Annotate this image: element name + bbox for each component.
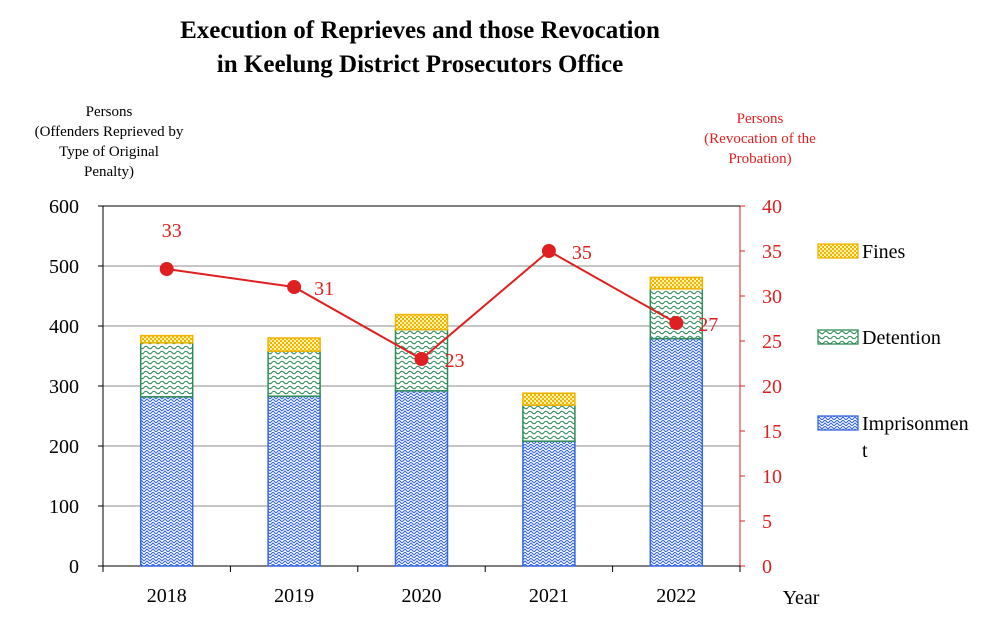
revocation-point — [414, 352, 429, 366]
legend-label: Imprisonmen — [862, 413, 969, 435]
left-axis-title: Persons (Offenders Reprieved by Type of … — [4, 102, 214, 182]
bar-fines — [139, 334, 194, 344]
chart-title-line2: in Keelung District Prosecutors Office — [216, 51, 624, 78]
left-axis-title-line: Penalty) — [84, 164, 134, 180]
legend-swatch-fines — [817, 243, 859, 259]
right-tick-label: 40 — [762, 196, 782, 218]
left-tick-label: 300 — [49, 376, 79, 398]
left-tick-label: 400 — [49, 316, 79, 338]
bar-fines — [394, 313, 449, 331]
right-tick-label: 35 — [762, 241, 782, 263]
right-axis-title-line: Persons — [736, 111, 784, 127]
x-tick-label: 2018 — [147, 585, 187, 607]
bar-imprisonment — [522, 440, 576, 567]
revocation-point — [287, 280, 302, 294]
left-tick-label: 0 — [69, 556, 79, 578]
x-tick-label: 2021 — [529, 585, 569, 607]
bar-imprisonment — [139, 396, 194, 567]
bar-fines — [267, 337, 321, 352]
left-tick-label: 200 — [49, 436, 79, 458]
right-tick-label: 15 — [762, 421, 782, 443]
right-axis-title-line: Probation) — [728, 151, 792, 167]
bar-imprisonment — [649, 337, 704, 567]
revocation-data-label: 31 — [314, 278, 334, 300]
right-axis-title: Persons (Revocation of the Probation) — [680, 109, 840, 169]
revocation-data-label: 33 — [162, 220, 182, 242]
bar-fines — [649, 276, 704, 290]
legend-label: Detention — [862, 327, 941, 349]
left-axis-title-line: Type of Original — [59, 144, 159, 160]
bar-detention — [522, 404, 576, 442]
right-tick-label: 25 — [762, 331, 782, 353]
right-tick-label: 5 — [762, 511, 772, 533]
revocation-data-label: 35 — [572, 242, 592, 264]
legend-swatch-imprisonment — [817, 415, 859, 431]
chart-title: Execution of Reprieves and those Revocat… — [80, 14, 760, 82]
chart-title-line1: Execution of Reprieves and those Revocat… — [180, 17, 660, 44]
left-tick-label: 100 — [49, 496, 79, 518]
left-tick-label: 500 — [49, 256, 79, 278]
x-axis-title: Year — [783, 587, 820, 609]
left-axis-title-line: Persons — [85, 104, 133, 120]
revocation-point — [159, 262, 174, 276]
legend-label-cont: t — [862, 440, 868, 462]
revocation-data-label: 23 — [445, 350, 465, 372]
left-axis-title-line: (Offenders Reprieved by — [34, 124, 184, 140]
right-tick-label: 10 — [762, 466, 782, 488]
x-tick-label: 2020 — [402, 585, 442, 607]
right-tick-label: 30 — [762, 286, 782, 308]
bar-fines — [522, 392, 576, 406]
revocation-data-label: 27 — [698, 314, 718, 336]
x-tick-label: 2019 — [274, 585, 314, 607]
revocation-point — [541, 244, 556, 258]
revocation-point — [669, 316, 684, 330]
bar-detention — [267, 350, 321, 397]
bar-detention — [139, 342, 194, 398]
legend-swatch-detention — [817, 329, 859, 345]
left-tick-label: 600 — [49, 196, 79, 218]
right-tick-label: 0 — [762, 556, 772, 578]
right-tick-label: 20 — [762, 376, 782, 398]
x-tick-label: 2022 — [656, 585, 696, 607]
legend-label: Fines — [862, 241, 906, 263]
bar-imprisonment — [267, 395, 321, 567]
bar-imprisonment — [394, 390, 449, 567]
right-axis-title-line: (Revocation of the — [704, 131, 816, 147]
